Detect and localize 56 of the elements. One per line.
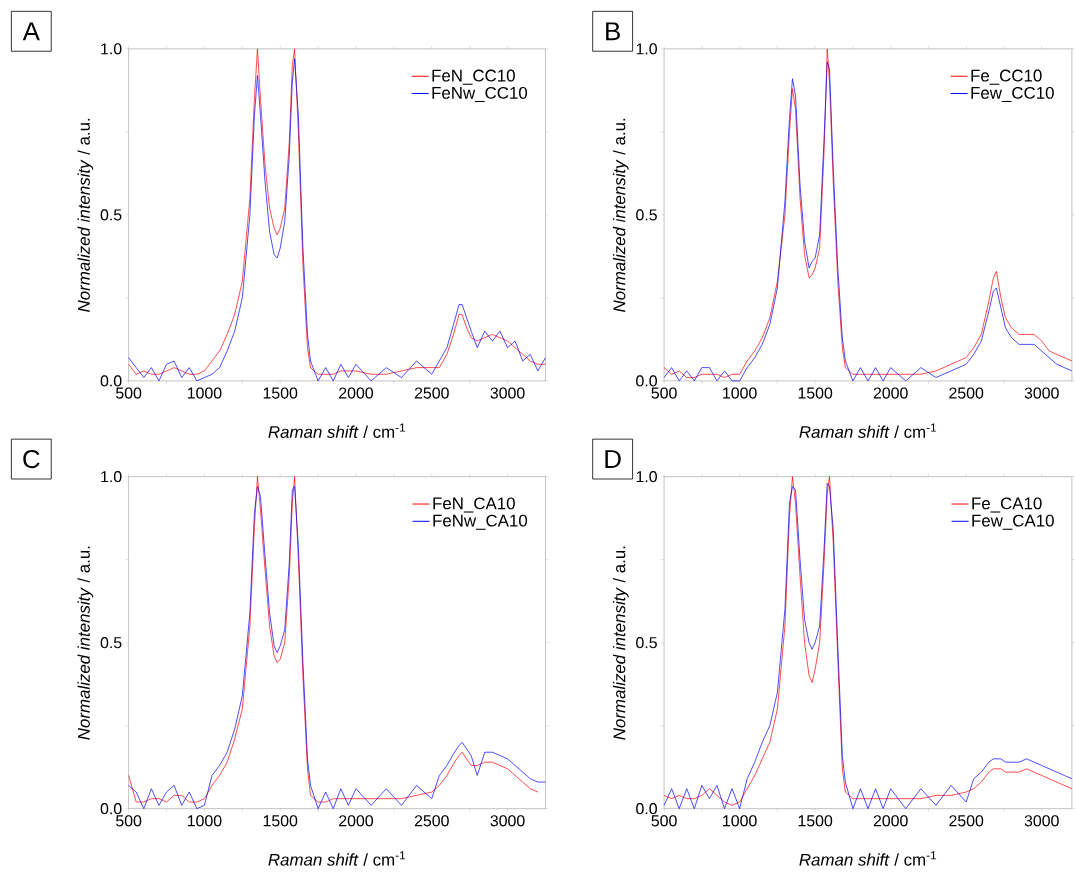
y-axis-title: Normalized intensity / a.u. — [612, 546, 629, 740]
x-tick-label: 3000 — [490, 387, 525, 399]
y-tick-label: 1.0 — [101, 43, 122, 55]
x-tick-label: 1000 — [187, 814, 222, 827]
chart-title: D — [605, 449, 621, 468]
legend-label: FeN_CC10 — [432, 69, 515, 85]
y-tick-label: 0.5 — [636, 209, 657, 221]
x-tick-label: 2000 — [339, 387, 374, 399]
y-axis-title: Normalized intensity / a.u. — [77, 118, 94, 312]
x-tick-label: 1500 — [798, 814, 833, 827]
x-axis-title: Raman shift / cm$^{-1}$ — [799, 423, 937, 438]
legend-label: Few_CC10 — [971, 86, 1054, 102]
x-tick-label: 500 — [651, 387, 677, 399]
x-tick-label: 2000 — [873, 387, 908, 399]
x-axis-title: Raman shift / cm$^{-1}$ — [799, 850, 937, 866]
x-tick-label: 2000 — [873, 814, 908, 827]
x-tick-label: 2500 — [949, 814, 984, 827]
legend-label: Few_CA10 — [972, 514, 1054, 530]
x-tick-label: 500 — [116, 814, 142, 827]
y-tick-label: 0.0 — [636, 375, 657, 387]
x-tick-label: 1500 — [263, 387, 298, 399]
y-tick-label: 0.0 — [100, 375, 122, 387]
legend-label: FeN_CA10 — [433, 497, 515, 513]
chart-title: A — [22, 22, 40, 40]
x-axis-title: Raman shift / cm$^{-1}$ — [268, 850, 406, 866]
x-axis-title: Raman shift / cm$^{-1}$ — [268, 423, 406, 438]
y-axis-title: Normalized intensity / a.u. — [77, 546, 94, 740]
x-tick-label: 3000 — [490, 814, 525, 827]
x-tick-label: 500 — [651, 814, 677, 827]
x-tick-label: 2000 — [339, 814, 374, 827]
x-tick-label: 3000 — [1024, 814, 1059, 827]
x-tick-label: 1000 — [187, 387, 222, 399]
legend-label: Fe_CC10 — [971, 69, 1042, 85]
y-tick-label: 0.5 — [100, 209, 122, 221]
chart-title: C — [23, 449, 40, 468]
x-tick-label: 3000 — [1024, 387, 1059, 399]
legend-label: FeNw_CC10 — [432, 86, 528, 102]
y-tick-label: 1.0 — [636, 470, 657, 483]
x-tick-label: 1500 — [263, 814, 298, 827]
y-tick-label: 1.0 — [101, 470, 122, 483]
x-tick-label: 1500 — [798, 387, 833, 399]
chart-title: B — [606, 22, 620, 40]
x-tick-label: 1000 — [723, 814, 757, 827]
x-tick-label: 2500 — [414, 387, 449, 399]
legend-label: Fe_CA10 — [972, 497, 1042, 513]
y-tick-label: 1.0 — [636, 43, 657, 55]
y-tick-label: 0.5 — [636, 636, 657, 649]
y-axis-title: Normalized intensity / a.u. — [612, 118, 629, 312]
y-tick-label: 0.0 — [636, 802, 657, 815]
x-tick-label: 2500 — [414, 814, 449, 827]
y-tick-label: 0.5 — [100, 636, 122, 649]
y-tick-label: 0.0 — [100, 802, 122, 815]
x-tick-label: 500 — [116, 387, 142, 399]
x-tick-label: 1000 — [723, 387, 757, 399]
x-tick-label: 2500 — [949, 387, 984, 399]
legend-label: FeNw_CA10 — [433, 514, 528, 530]
